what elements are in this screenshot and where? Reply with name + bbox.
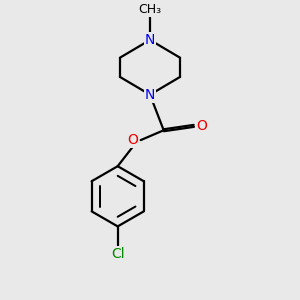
Text: Cl: Cl — [111, 247, 124, 261]
Text: N: N — [145, 88, 155, 102]
Text: O: O — [196, 119, 207, 133]
Text: N: N — [145, 33, 155, 47]
Text: O: O — [127, 133, 138, 147]
Text: CH₃: CH₃ — [138, 3, 162, 16]
